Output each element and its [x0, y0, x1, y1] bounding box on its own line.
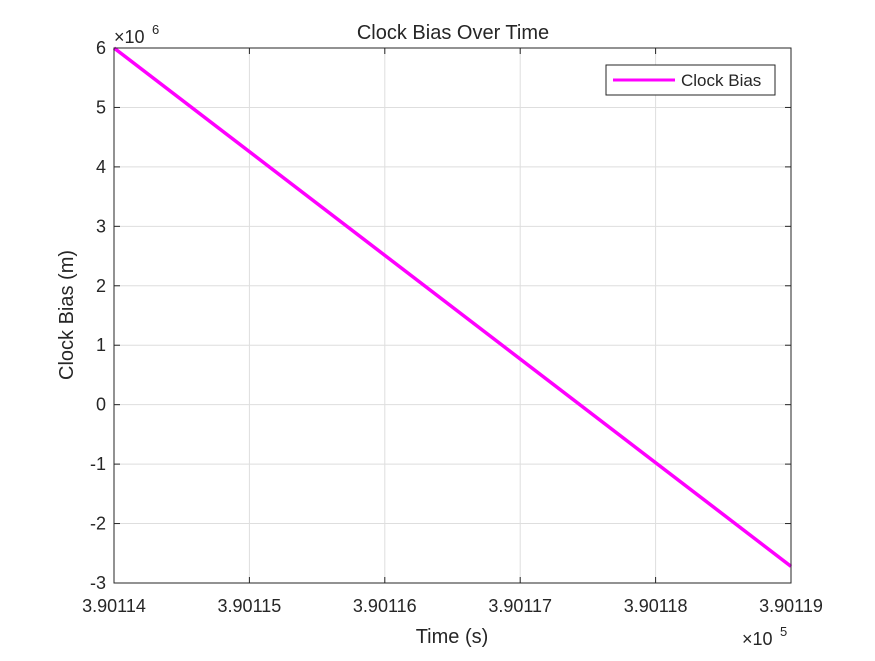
y-exponent-power: 6 [152, 22, 159, 37]
x-tick-label: 3.90119 [759, 596, 823, 616]
y-tick-label: 4 [96, 157, 106, 177]
y-axis-label: Clock Bias (m) [56, 250, 78, 380]
y-tick-label: -3 [90, 573, 106, 593]
plot-area [114, 48, 791, 583]
x-exponent: ×10 5 [742, 624, 787, 649]
series-layer [112, 46, 793, 568]
y-tick-label: 5 [96, 97, 106, 117]
y-tick-label: 3 [96, 216, 106, 236]
y-tick-label: 2 [96, 276, 106, 296]
y-tick-label: -2 [90, 514, 106, 534]
y-exponent: ×10 6 [114, 22, 159, 47]
axes-box [113, 47, 792, 584]
x-tick-label: 3.90117 [488, 596, 552, 616]
legend: Clock Bias [605, 64, 776, 96]
y-tick-label: 0 [96, 395, 106, 415]
x-ticks: 3.90114 3.90115 3.90116 3.90117 3.90118 3.901… [82, 48, 823, 616]
x-tick-label: 3.90116 [353, 596, 417, 616]
x-tick-label: 3.90114 [82, 596, 146, 616]
y-ticks: -3 -2 -1 0 1 2 3 4 5 6 [90, 38, 791, 593]
legend-label: Clock Bias [681, 71, 761, 90]
y-tick-label: 1 [96, 335, 106, 355]
y-tick-label: -1 [90, 454, 106, 474]
y-exponent-base: ×10 [114, 27, 145, 47]
y-tick-label: 6 [96, 38, 106, 58]
x-tick-label: 3.90115 [218, 596, 282, 616]
x-exponent-base: ×10 [742, 629, 773, 649]
x-tick-label: 3.90118 [624, 596, 688, 616]
x-axis-label: Time (s) [416, 626, 489, 648]
series-line-clock-bias [112, 46, 793, 568]
x-exponent-power: 5 [780, 624, 787, 639]
chart-title: Clock Bias Over Time [357, 22, 549, 44]
